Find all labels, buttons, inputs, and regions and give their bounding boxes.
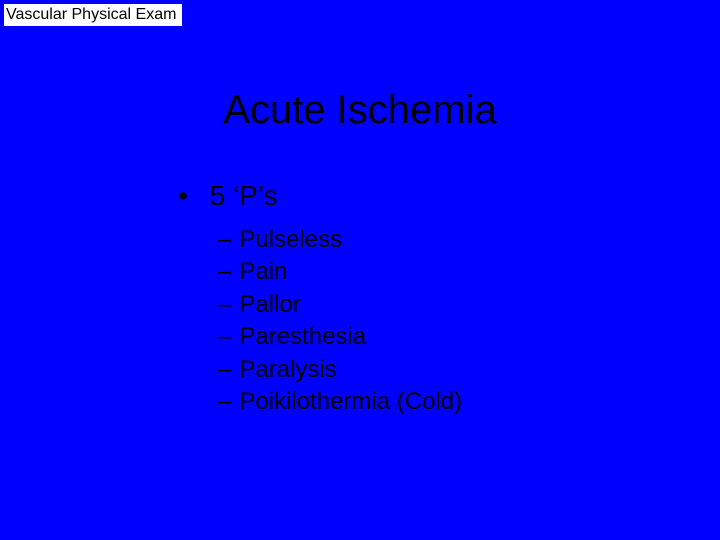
bullet-level1: 5 ‘P’s — [178, 180, 278, 212]
list-item-text: Pallor — [239, 291, 300, 318]
list-item-text: Pulseless — [239, 226, 342, 253]
list-item: Paresthesia — [218, 321, 462, 353]
list-item: Pulseless — [218, 224, 462, 256]
list-item-text: Paresthesia — [239, 323, 366, 350]
list-item-text: Paralysis — [239, 356, 336, 383]
list-item: Pain — [218, 256, 462, 288]
slide-header: Vascular Physical Exam — [4, 4, 182, 26]
list-item-text: Poikilothermia (Cold) — [239, 388, 462, 415]
bullet-level1-text: 5 ‘P’s — [210, 180, 278, 211]
header-text: Vascular Physical Exam — [6, 6, 176, 23]
title-text: Acute Ischemia — [223, 88, 496, 132]
bullet-level2-list: Pulseless Pain Pallor Paresthesia Paraly… — [218, 224, 462, 418]
list-item: Poikilothermia (Cold) — [218, 386, 462, 418]
list-item: Pallor — [218, 289, 462, 321]
list-item: Paralysis — [218, 354, 462, 386]
list-item-text: Pain — [239, 258, 287, 285]
slide-title: Acute Ischemia — [0, 88, 720, 133]
